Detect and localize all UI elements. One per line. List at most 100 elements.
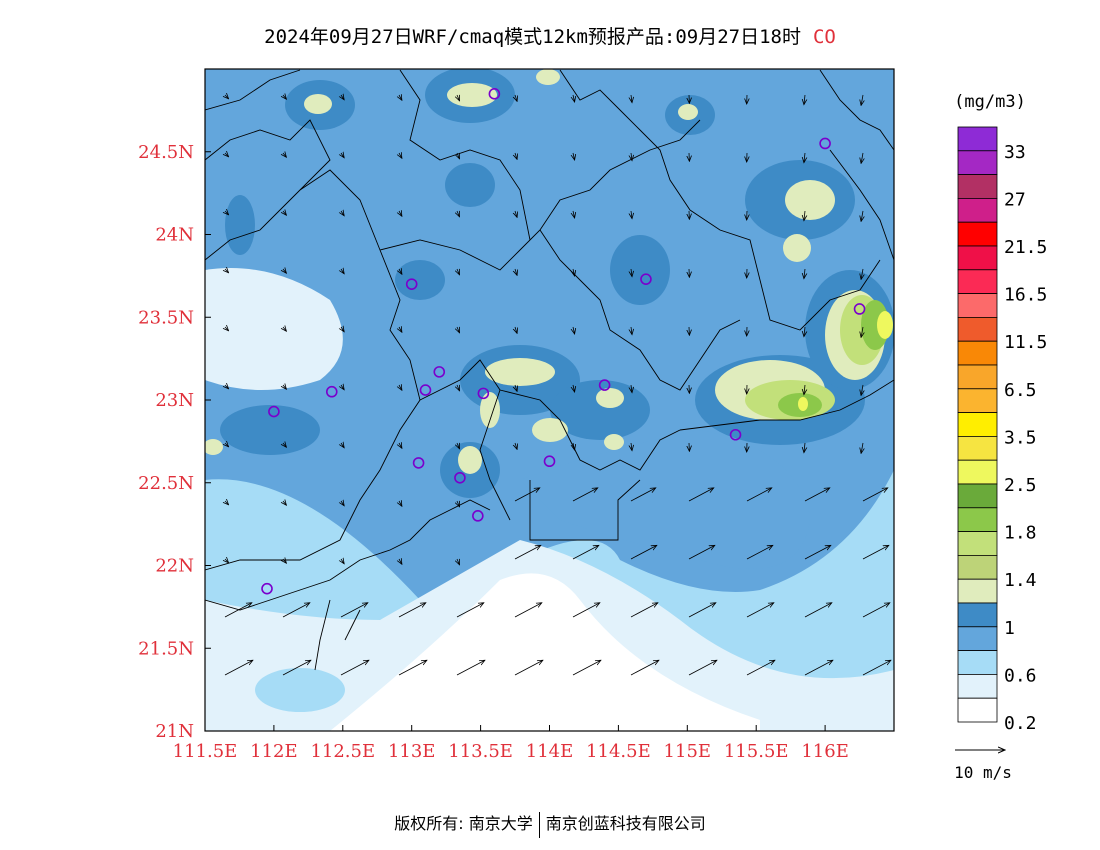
title-text: 2024年09月27日WRF/cmaq模式12km预报产品:09月27日18时: [264, 26, 801, 48]
footer-credits: 版权所有: 南京大学 南京创蓝科技有限公司: [0, 810, 1100, 838]
wind-arrow: [688, 545, 715, 560]
wind-arrow: [861, 210, 863, 221]
wind-arrow: [283, 501, 286, 505]
legend-swatch: [957, 578, 998, 604]
wind-arrow: [573, 94, 575, 102]
legend-swatch: [957, 531, 998, 556]
wind-arrow: [341, 327, 344, 332]
station-marker: [261, 582, 273, 595]
wind-arrow: [861, 326, 863, 337]
legend-label: 16.5: [1004, 285, 1047, 306]
wind-arrow: [746, 545, 773, 560]
x-tick-label: 111.5E: [173, 741, 238, 762]
wind-arrow: [399, 559, 402, 564]
wind-reference: 10 m/s: [954, 750, 1012, 782]
x-tick-label: 115.5E: [724, 741, 789, 762]
legend-swatch: [957, 674, 998, 699]
wind-arrow: [225, 95, 229, 99]
wind-arrow: [457, 501, 460, 507]
wind-arrow: [572, 488, 598, 502]
legend-label: 6.5: [1004, 380, 1037, 401]
legend-swatch: [957, 126, 998, 152]
wind-arrow: [804, 488, 830, 502]
wind-arrow: [688, 603, 716, 618]
station-marker: [543, 455, 556, 468]
station-marker: [268, 405, 280, 418]
legend-swatch: [957, 626, 998, 651]
legend-swatch: [957, 602, 998, 628]
wind-arrow: [514, 488, 540, 502]
wind-arrow: [746, 603, 774, 618]
wind-arrow: [631, 442, 632, 451]
wind-arrow: [804, 660, 833, 676]
y-tick-label: 24.5N: [138, 142, 194, 163]
wind-arrow: [399, 443, 402, 448]
wind-arrow: [862, 488, 888, 502]
legend-swatch: [957, 483, 998, 509]
wind-arrow: [224, 660, 253, 676]
wind-arrow: [283, 385, 286, 389]
wind-vectors: [224, 94, 891, 676]
wind-arrow: [631, 268, 632, 277]
station-marker: [729, 428, 742, 441]
y-axis: 24.5N 24N 23.5N 23N 22.5N 22N 21.5N 21N: [138, 142, 211, 742]
legend-swatch: [957, 459, 998, 485]
wind-arrow: [804, 268, 805, 279]
x-tick-label: 112E: [250, 741, 298, 762]
wind-arrow: [225, 385, 229, 389]
wind-arrow: [399, 501, 402, 506]
legend-swatch: [957, 364, 998, 390]
wind-arrow: [515, 210, 517, 217]
boundary-lines: [205, 69, 894, 671]
wind-arrow: [225, 269, 229, 273]
wind-arrow: [341, 153, 344, 158]
legend-label: 1.4: [1004, 570, 1037, 591]
wind-arrow: [399, 211, 402, 216]
legend-label: 1: [1004, 618, 1015, 639]
legend-swatch: [957, 269, 998, 294]
wind-arrow: [804, 210, 805, 221]
wind-arrow: [861, 152, 863, 163]
station-marker: [472, 510, 484, 522]
x-tick-label: 114E: [526, 741, 574, 762]
legend-swatch: [957, 507, 998, 532]
wind-arrow: [804, 326, 805, 337]
wind-arrow: [457, 211, 460, 217]
wind-arrow: [573, 152, 575, 160]
legend-swatch: [957, 293, 998, 318]
wind-arrow: [630, 488, 656, 502]
wind-arrow: [456, 660, 485, 676]
x-tick-label: 116E: [801, 741, 849, 762]
legend-swatch: [957, 697, 998, 723]
wind-arrow: [341, 501, 344, 506]
wind-arrow: [862, 660, 891, 676]
wind-arrow: [398, 660, 427, 676]
wind-arrow: [861, 268, 863, 279]
wind-arrow: [457, 153, 460, 159]
legend-unit: (mg/m3): [954, 92, 1026, 112]
y-tick-label: 24N: [155, 225, 194, 246]
wind-arrow: [515, 268, 517, 275]
station-marker: [598, 379, 611, 391]
legend-swatch: [957, 197, 998, 223]
wind-arrow: [399, 95, 402, 100]
wind-arrow: [631, 210, 632, 219]
wind-arrow: [341, 211, 344, 216]
wind-arrow: [283, 269, 286, 273]
wind-arrow: [341, 95, 344, 100]
wind-arrow: [861, 94, 863, 105]
wind-arrow: [573, 268, 575, 276]
footer-separator: [538, 811, 540, 838]
wind-arrow: [283, 327, 286, 331]
wind-arrow: [573, 326, 575, 334]
y-tick-label: 21.5N: [138, 638, 194, 659]
legend-swatch: [957, 174, 998, 199]
y-tick-label: 22.5N: [138, 473, 194, 494]
wind-arrow: [457, 443, 460, 449]
legend-label: 11.5: [1004, 332, 1047, 353]
wind-arrow: [224, 603, 252, 618]
wind-arrow: [283, 95, 286, 99]
station-marker: [419, 384, 432, 396]
wind-arrow: [573, 442, 575, 450]
